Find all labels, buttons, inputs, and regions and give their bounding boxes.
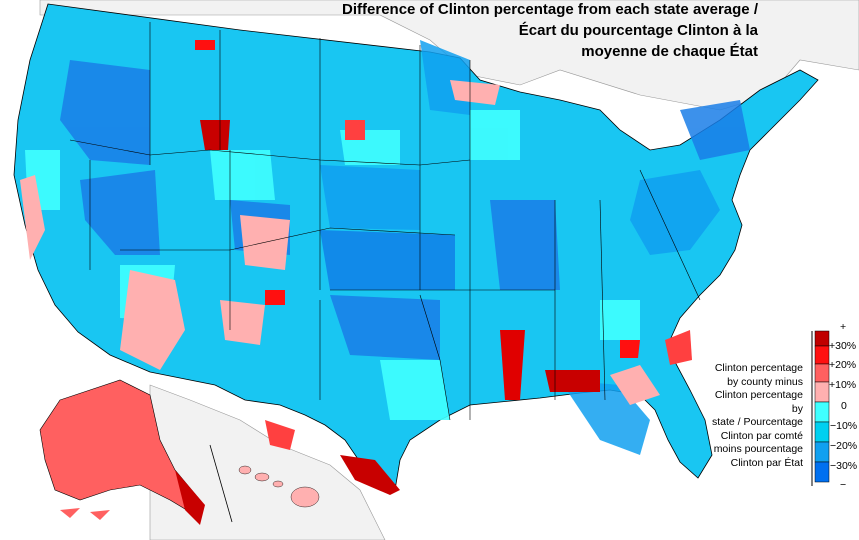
legend-line: state / Pourcentage — [711, 416, 803, 428]
blue-regions — [60, 40, 750, 455]
legend-line: moins pourcentage — [713, 443, 803, 455]
legend-tick: +20% — [829, 359, 857, 371]
legend-tick: + — [840, 321, 847, 333]
map-title-line2: Écart du pourcentage Clinton à la — [518, 22, 758, 39]
map-title-line1: Difference of Clinton percentage from ea… — [342, 1, 758, 18]
legend-tick: −10% — [830, 420, 858, 432]
alaska-islands — [60, 508, 110, 520]
legend-bar — [811, 330, 830, 486]
hawaii — [238, 465, 320, 508]
legend-line: by county minus — [727, 375, 803, 388]
state-borders — [69, 22, 701, 421]
legend-description: Clinton percentage by county minus Clint… — [705, 362, 803, 470]
legend-line: Clinton par comté — [720, 429, 803, 442]
map-title-line3: moyenne de chaque État — [581, 43, 758, 60]
legend-tick: 0 — [841, 400, 847, 412]
red-hotspots — [195, 40, 692, 495]
legend-tick: +30% — [829, 340, 857, 352]
alaska-divider — [209, 444, 233, 523]
legend-line: Clinton percentage by — [714, 389, 803, 415]
alaska-panhandle — [175, 470, 205, 525]
legend-tick: −30% — [830, 460, 858, 472]
legend-line: Clinton par État — [730, 456, 803, 469]
legend-tick: −20% — [830, 440, 858, 452]
alaska — [39, 379, 201, 516]
legend-line: Clinton percentage — [714, 362, 803, 374]
mexico-land — [149, 384, 386, 540]
legend-tick: − — [840, 479, 847, 491]
legend-tick: +10% — [829, 379, 857, 391]
